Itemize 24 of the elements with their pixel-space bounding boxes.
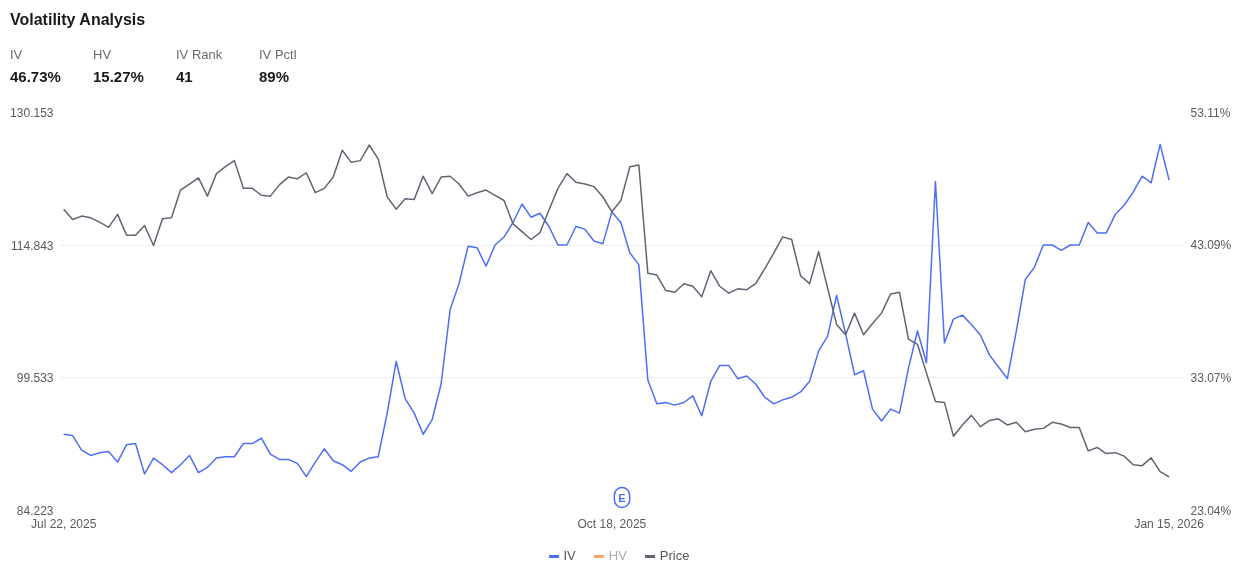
- x-tick-label: Oct 18, 2025: [577, 516, 647, 531]
- text: IV Rank: [176, 46, 223, 64]
- x-tick-label: Jul 22, 2025: [30, 516, 97, 531]
- annotation: E: [618, 491, 626, 504]
- text: IV Pctl: [259, 46, 297, 64]
- legend-label: IV: [562, 548, 576, 564]
- legend-label: HV: [607, 548, 627, 564]
- text: 89%: [259, 67, 291, 87]
- text: 15.27%: [93, 67, 144, 87]
- y2-tick-label: 23.04%: [1190, 503, 1232, 518]
- text: IV: [10, 46, 24, 64]
- text: HV: [93, 46, 113, 64]
- x-tick-label: Jan 15, 2026: [1134, 516, 1205, 531]
- y-tick-label: 130.153: [10, 106, 54, 120]
- y-tick-label: 84.223: [16, 504, 54, 518]
- y2-tick-label: 33.07%: [1190, 370, 1232, 385]
- y-tick-label: 114.843: [11, 238, 54, 253]
- legend-label: Price: [658, 548, 690, 564]
- y-tick-label: 99.533: [16, 371, 54, 386]
- text: 41: [176, 67, 194, 87]
- y2-tick-label: 53.11%: [1190, 105, 1231, 120]
- chart-title: Volatility Analysis: [10, 10, 146, 30]
- text: 46.73%: [10, 67, 61, 87]
- y2-tick-label: 43.09%: [1190, 238, 1232, 253]
